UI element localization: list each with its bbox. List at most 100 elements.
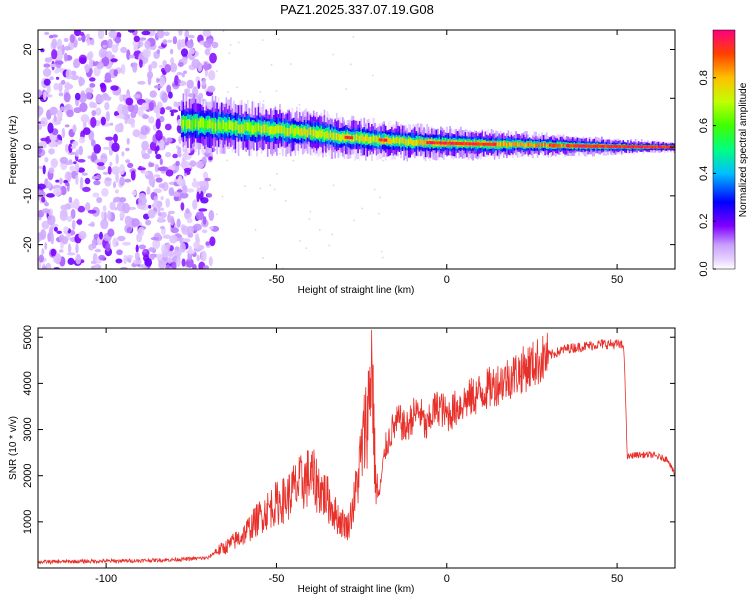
ridge-strip — [368, 137, 370, 144]
ridge-core — [591, 144, 594, 148]
ridge-strip — [521, 142, 523, 147]
ridge-strip — [308, 127, 310, 136]
noise-blob — [68, 196, 73, 204]
noise-speck — [277, 38, 280, 41]
ridge-strip — [184, 116, 186, 126]
noise-blob — [173, 249, 182, 257]
ridge-core — [455, 141, 458, 145]
ridge-strip — [259, 124, 261, 133]
ridge-strip — [538, 143, 540, 147]
noise-blob — [148, 247, 156, 252]
ridge-strip — [239, 124, 241, 134]
ridge-strip — [371, 136, 373, 144]
noise-blob — [157, 212, 162, 217]
noise-blob — [41, 196, 46, 203]
ridge-strip — [220, 123, 223, 132]
ridge-core — [555, 143, 558, 147]
ridge-strip — [337, 133, 340, 141]
noise-blob — [64, 104, 71, 110]
noise-speck — [216, 70, 218, 72]
noise-blob — [53, 226, 59, 232]
ridge-core — [576, 144, 579, 148]
ridge-strip — [292, 128, 295, 137]
noise-blob — [200, 250, 207, 262]
ridge-strip — [527, 142, 530, 147]
ridge-core — [443, 141, 446, 145]
noise-blob — [65, 143, 69, 153]
noise-blob — [119, 94, 124, 103]
noise-blob — [122, 202, 130, 214]
noise-speck — [282, 267, 284, 269]
ridge-core — [644, 145, 647, 149]
ridge-core — [565, 144, 568, 148]
snr-panel: -100 -50 0 50 1000 2000 3000 4000 5000 Height o… — [8, 325, 676, 595]
noise-blob — [175, 160, 180, 167]
noise-blob — [160, 211, 167, 219]
noise-blob — [202, 30, 212, 37]
ridge-strip — [421, 139, 424, 146]
ridge-core — [554, 143, 556, 147]
noise-blob — [96, 162, 105, 167]
noise-blob — [147, 148, 153, 154]
noise-blob — [197, 80, 201, 89]
ridge-core — [651, 145, 653, 149]
ridge-strip — [231, 122, 234, 132]
noise-blob — [44, 31, 50, 36]
ridge-strip — [242, 124, 244, 134]
noise-blob — [44, 242, 48, 250]
noise-blob — [101, 188, 109, 197]
noise-blob — [153, 199, 158, 207]
noise-blob — [143, 49, 150, 59]
ridge-strip — [369, 136, 372, 143]
noise-blob — [103, 96, 112, 101]
noise-speck — [228, 52, 231, 54]
snr-content — [38, 329, 675, 566]
noise-blob — [199, 180, 207, 187]
noise-blob — [178, 30, 183, 36]
noise-blob — [141, 30, 151, 36]
ridge-strip — [205, 119, 208, 129]
ridge-strip — [389, 137, 392, 144]
noise-speck — [226, 159, 228, 162]
ridge-core — [456, 142, 459, 145]
ridge-core — [598, 144, 601, 148]
noise-blob — [157, 166, 166, 172]
noise-blob — [44, 57, 52, 63]
noise-blob — [141, 140, 150, 151]
snr-ylabel: SNR (10 * v/v) — [8, 416, 19, 480]
ridge-core — [380, 138, 383, 142]
noise-blob — [173, 101, 178, 108]
spectrogram-frame — [37, 29, 676, 270]
ridge-strip — [519, 142, 522, 147]
noise-blob — [132, 129, 141, 138]
noise-blob — [142, 249, 147, 254]
noise-speck — [262, 257, 264, 259]
noise-blob — [171, 261, 177, 269]
ridge-strip — [536, 143, 539, 148]
noise-blob — [135, 244, 139, 253]
noise-blob — [137, 167, 146, 171]
ridge-strip — [395, 137, 398, 144]
noise-blob — [112, 181, 117, 189]
noise-blob — [179, 242, 186, 253]
noise-blob — [54, 60, 64, 65]
x-tick-label: -50 — [268, 573, 284, 585]
noise-blob — [131, 218, 140, 227]
colorbar-tick-label: 0.8 — [698, 70, 710, 85]
noise-blob — [61, 127, 66, 139]
noise-blob — [134, 251, 140, 261]
ridge-strip — [529, 143, 531, 148]
noise-blob — [84, 63, 90, 73]
noise-blob — [132, 62, 138, 73]
ridge-strip — [288, 128, 290, 136]
noise-speck — [298, 104, 301, 106]
ridge-strip — [342, 133, 344, 141]
noise-blob — [180, 48, 189, 57]
noise-speck — [382, 159, 384, 162]
noise-blob — [161, 92, 168, 103]
noise-blob — [150, 237, 159, 241]
ridge-core — [472, 142, 475, 146]
noise-blob — [119, 176, 125, 186]
noise-blob — [78, 145, 83, 156]
noise-blob — [193, 241, 200, 249]
